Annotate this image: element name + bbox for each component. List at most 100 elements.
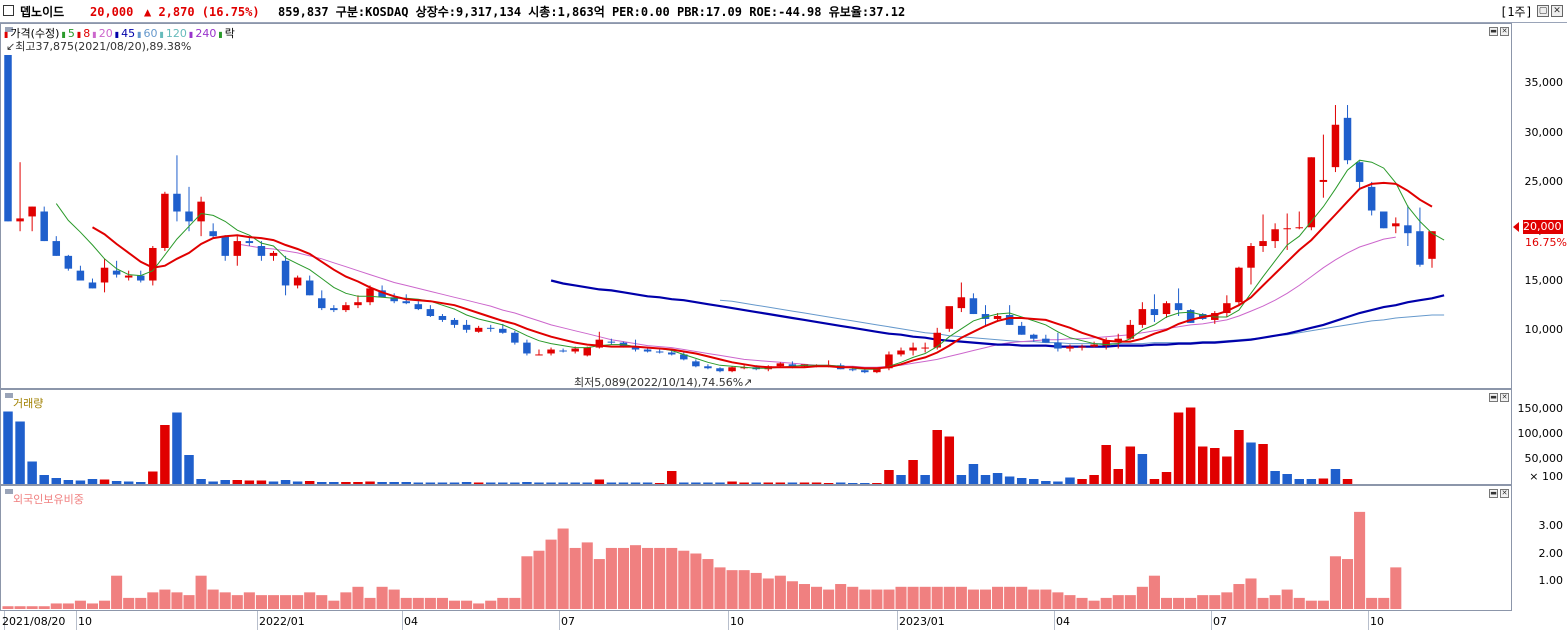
candle-body — [993, 316, 1002, 319]
foreign-bar — [316, 595, 328, 609]
volume-bar — [1101, 445, 1111, 484]
candle-body — [28, 206, 36, 217]
close-pane-icon[interactable]: ✕ — [1500, 489, 1509, 498]
volume-bar — [510, 482, 520, 484]
price-tick-label: 35,000 — [1524, 76, 1564, 90]
volume-bar — [160, 425, 170, 484]
period-selector[interactable]: [1주] — [1500, 5, 1533, 19]
x-axis-label: 10 — [1370, 615, 1384, 628]
select-checkbox[interactable] — [3, 5, 14, 16]
foreign-bar — [1112, 595, 1124, 609]
minimize-pane-icon[interactable]: ▬ — [1489, 27, 1498, 36]
x-tick-mark — [559, 611, 560, 630]
foreign-bar — [919, 586, 931, 609]
volume-bar — [304, 481, 315, 484]
volume-bar — [1016, 478, 1027, 484]
legend-item[interactable]: 60 — [143, 27, 158, 40]
foreign-bar — [654, 547, 666, 609]
volume-bar — [413, 482, 424, 484]
low-annotation: 최저5,089(2022/10/14),74.56%↗ — [574, 376, 753, 389]
volume-bar — [99, 479, 110, 484]
volume-bar — [27, 461, 37, 484]
volume-bar — [256, 480, 267, 484]
candle-body — [16, 218, 24, 222]
candle-body — [112, 270, 121, 275]
candle-body — [897, 350, 905, 355]
foreign-bar — [1293, 597, 1305, 609]
candle-body — [1247, 246, 1255, 268]
volume-bar — [872, 483, 882, 484]
legend-item[interactable]: 20 — [98, 27, 113, 40]
legend-item[interactable]: 8 — [83, 27, 91, 40]
foreign-bar — [738, 570, 750, 609]
candle-body — [88, 282, 97, 289]
candle-body — [571, 348, 579, 352]
volume-bar — [39, 475, 49, 484]
volume-bar — [618, 482, 629, 484]
x-axis-label: 2022/01 — [259, 615, 305, 628]
minimize-pane-icon[interactable]: ▬ — [1489, 393, 1498, 402]
volume-bar — [377, 482, 387, 484]
foreign-bar — [1329, 556, 1341, 609]
high-annotation: ↙최고37,875(2021/08/20),89.38% — [6, 40, 192, 53]
foreign-pane-title: 외국인보유비중 — [13, 493, 84, 506]
volume-bar — [1246, 442, 1256, 484]
price-pane[interactable]: ▬ ✕ — [0, 23, 1512, 389]
legend-item[interactable]: 240 — [195, 27, 217, 40]
foreign-bar — [1064, 595, 1076, 609]
candle-body — [1054, 342, 1062, 349]
legend-item[interactable]: 5 — [67, 27, 75, 40]
volume-bar — [1053, 481, 1063, 484]
foreign-bar — [859, 589, 871, 609]
foreign-bar — [642, 547, 654, 609]
candle-body — [1066, 346, 1074, 349]
ma8-line — [92, 181, 1433, 370]
candle-body — [1114, 338, 1122, 342]
candle-body — [1331, 124, 1340, 168]
close-pane-icon[interactable]: ✕ — [1500, 393, 1509, 402]
restore-icon[interactable]: ▢ — [1537, 5, 1549, 17]
volume-bar — [75, 480, 86, 484]
foreign-bar — [62, 603, 74, 609]
volume-bar — [268, 481, 279, 484]
candle-body — [1295, 227, 1303, 229]
legend-item[interactable]: 락 — [224, 27, 235, 40]
x-axis-label: 2021/08/20 — [2, 615, 66, 628]
legend-item[interactable]: 가격(수정) — [10, 27, 60, 40]
volume-bar — [1282, 474, 1292, 484]
foreign-bar — [750, 572, 762, 609]
foreign-bar — [1341, 559, 1354, 609]
foreign-bar — [1281, 589, 1293, 609]
foreign-bar — [1148, 575, 1160, 609]
candle-body — [1186, 310, 1195, 323]
foreign-bar — [702, 559, 714, 609]
foreign-scale — [1512, 485, 1567, 611]
volume-bar — [606, 482, 617, 484]
foreign-bar — [1100, 597, 1112, 609]
candle-body — [1416, 231, 1424, 265]
pane-grip-icon[interactable] — [5, 393, 13, 398]
volume-bar — [1222, 456, 1232, 484]
foreign-bar — [183, 595, 195, 609]
close-icon[interactable]: ✕ — [1551, 5, 1563, 17]
legend-item[interactable]: 45 — [121, 27, 136, 40]
stock-stats: 859,837 구분:KOSDAQ 상장수:9,317,134 시총:1,863… — [278, 5, 906, 19]
minimize-pane-icon[interactable]: ▬ — [1489, 489, 1498, 498]
foreign-bar — [883, 589, 895, 609]
foreign-bar — [461, 600, 473, 609]
volume-bar — [111, 481, 122, 484]
candle-body — [414, 304, 423, 310]
close-pane-icon[interactable]: ✕ — [1500, 27, 1509, 36]
volume-bar — [980, 475, 991, 484]
volume-bar — [280, 480, 291, 484]
candle-body — [366, 288, 374, 303]
foreign-bar — [1257, 597, 1269, 609]
foreign-bar — [1221, 592, 1233, 609]
volume-bar — [1342, 479, 1353, 484]
pane-grip-icon[interactable] — [5, 489, 13, 494]
legend-item[interactable]: 120 — [165, 27, 187, 40]
pane-grip-icon[interactable] — [5, 27, 13, 32]
candle-body — [1005, 315, 1014, 325]
x-axis-label: 07 — [1213, 615, 1227, 628]
stock-info-bar: 뎁노이드 20,000 ▲ 2,870 (16.75%) 859,837 구분:… — [0, 0, 1567, 23]
